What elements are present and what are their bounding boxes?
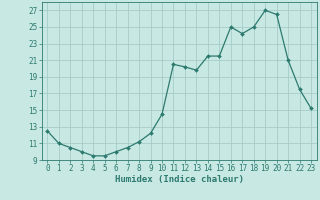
X-axis label: Humidex (Indice chaleur): Humidex (Indice chaleur) bbox=[115, 175, 244, 184]
